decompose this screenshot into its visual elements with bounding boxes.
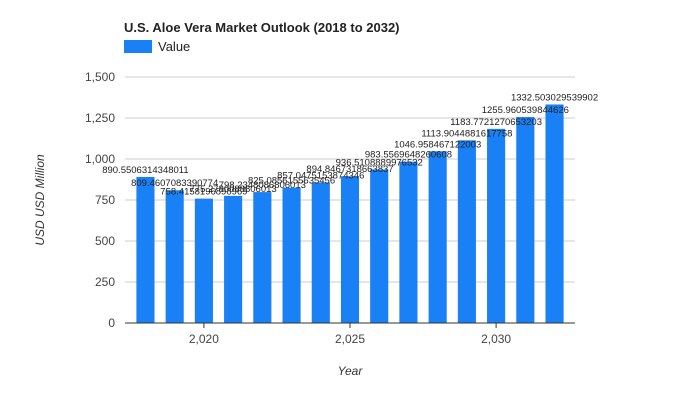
y-tick-label: 750 [95,193,115,207]
y-tick-label: 1,250 [85,111,115,125]
data-label: 1046.958467122003 [394,139,481,150]
data-label: 936.5108889976532 [336,157,423,168]
data-label: 1113.9044881617758 [421,128,512,139]
bar[interactable] [340,176,360,323]
bar[interactable] [165,190,184,323]
data-label: 798.2348086806013 [219,180,306,191]
y-tick-label: 1,000 [85,152,115,166]
bars [136,104,564,324]
bar[interactable] [282,187,301,323]
bar[interactable] [370,169,389,323]
data-label: 1183.7721270653203 [450,117,542,128]
data-label: 775.2780088806013 [190,184,277,195]
data-labels: 890.5506314348011 809.4607083390774758.41… [102,92,598,197]
x-tick-label: 2,030 [481,332,511,346]
y-axis-ticks: 0 250 500 750 1,000 1,250 1,500 [85,70,115,330]
legend-label: Value [158,39,190,54]
data-label: 758.4158196898969 [160,187,247,198]
x-axis-ticks: 2,020 2,025 2,030 [189,323,511,346]
data-label: 894.8467318663837 [306,164,393,175]
data-label: 890.5506314348011 [102,165,188,176]
y-tick-label: 0 [108,316,115,330]
bar[interactable] [136,176,155,323]
legend[interactable]: Value [124,39,190,54]
y-tick-label: 500 [95,234,115,248]
bar[interactable] [311,182,330,323]
data-label: 857.0475153874346 [277,170,364,181]
bar[interactable] [487,128,506,323]
bar[interactable] [545,104,564,323]
bar[interactable] [428,151,447,323]
bar[interactable] [224,195,243,323]
bar[interactable] [399,161,418,323]
x-axis-title: Year [338,364,364,378]
y-tick-label: 1,500 [85,70,115,84]
x-tick-label: 2,025 [335,332,365,346]
bar[interactable] [457,140,476,323]
y-tick-label: 250 [95,275,115,289]
data-label: 825.0856155635456 [248,176,335,187]
data-label: 983.5569648260608 [365,150,452,161]
data-label: 1332.503029539902 [511,92,598,103]
bar[interactable] [253,192,272,323]
legend-swatch [124,40,152,53]
bar[interactable] [194,198,213,323]
data-label: 809.4607083390774 [131,178,218,189]
data-label: 1255.960539844626 [482,105,569,116]
chart-title: U.S. Aloe Vera Market Outlook (2018 to 2… [124,20,400,35]
bar[interactable] [516,117,535,324]
x-tick-label: 2,020 [189,332,219,346]
y-axis-title: USD USD Million [33,154,47,246]
